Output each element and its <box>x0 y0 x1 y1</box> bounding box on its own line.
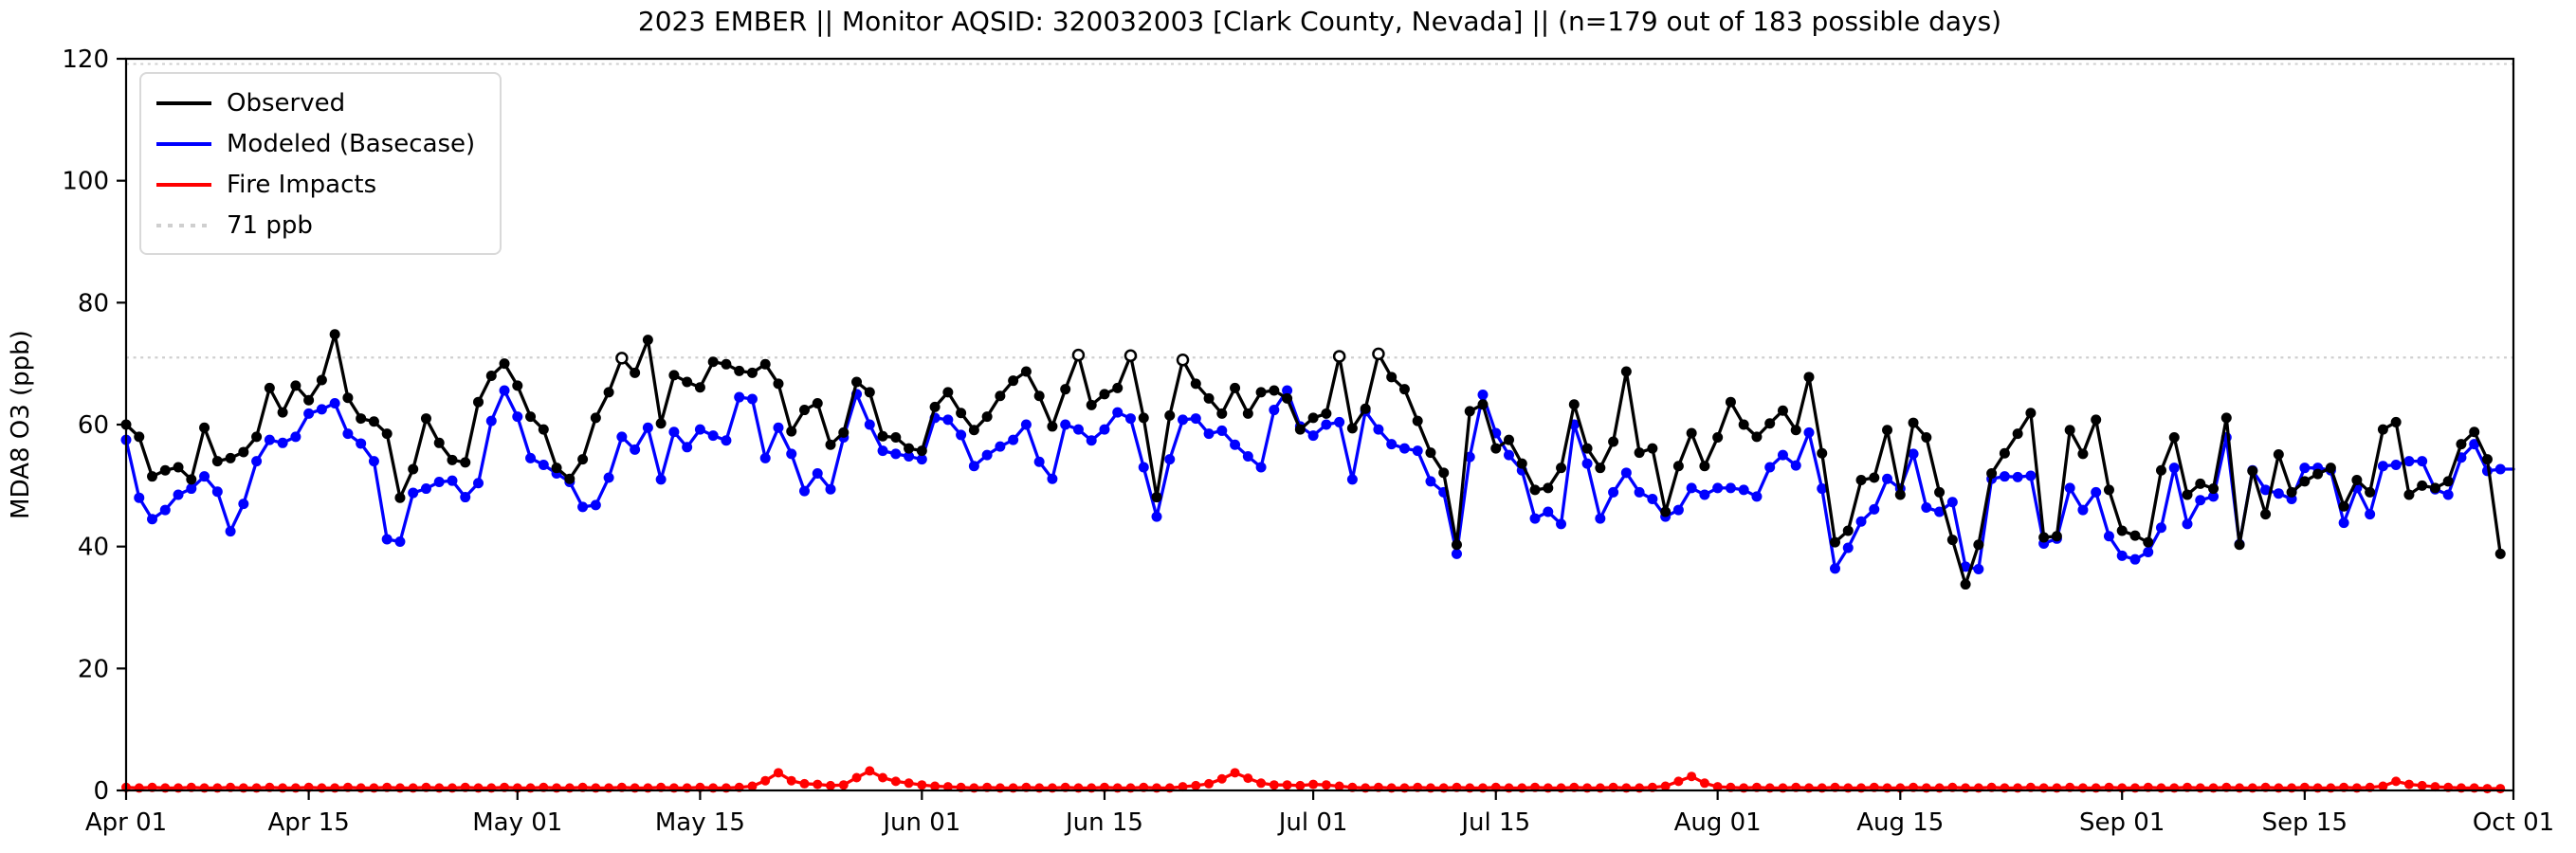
x-tick-label: May 15 <box>655 808 745 837</box>
legend-label-observed: Observed <box>227 89 346 118</box>
y-tick-label: 0 <box>93 777 109 806</box>
x-tick-label: Apr 01 <box>85 808 167 837</box>
x-tick-label: Aug 01 <box>1674 808 1762 837</box>
x-tick-label: Sep 01 <box>2079 808 2165 837</box>
y-tick-label: 40 <box>78 534 109 562</box>
observed-line-swatch <box>156 101 211 105</box>
series-modeled-basecase- <box>120 385 2515 574</box>
reference-line-swatch <box>156 224 211 227</box>
legend-item-observed: Observed <box>156 87 483 119</box>
legend-label-fire: Fire Impacts <box>227 171 377 199</box>
x-tick-label: Jul 15 <box>1459 808 1530 837</box>
y-tick-label: 20 <box>78 655 109 683</box>
x-tick-label: Jun 01 <box>881 808 960 837</box>
legend-item-fire: Fire Impacts <box>156 169 483 201</box>
y-axis: 0 20 40 60 80 100 120 <box>62 45 126 806</box>
x-tick-label: Oct 01 <box>2473 808 2554 837</box>
y-tick-label: 100 <box>62 168 109 196</box>
x-tick-label: Jun 15 <box>1064 808 1143 837</box>
legend-item-reference: 71 ppb <box>156 209 483 242</box>
x-tick-label: Aug 15 <box>1856 808 1944 837</box>
fire-line-swatch <box>156 183 211 187</box>
legend: Observed Modeled (Basecase) Fire Impacts… <box>139 72 502 255</box>
legend-item-modeled: Modeled (Basecase) <box>156 128 483 160</box>
modeled-line-swatch <box>156 142 211 146</box>
y-tick-label: 60 <box>78 411 109 440</box>
series-observed <box>120 329 2506 590</box>
legend-label-modeled: Modeled (Basecase) <box>227 130 476 158</box>
x-axis: Apr 01 Apr 15 May 01 May 15 Jun 01 Jun 15 Jul … <box>85 790 2554 837</box>
y-tick-label: 80 <box>78 289 109 318</box>
chart-title: 2023 EMBER || Monitor AQSID: 320032003 [… <box>637 6 2002 37</box>
x-tick-label: Jul 01 <box>1277 808 1348 837</box>
x-tick-label: May 01 <box>472 808 562 837</box>
y-axis-label: MDA8 O3 (ppb) <box>7 330 35 519</box>
legend-label-reference: 71 ppb <box>227 211 313 240</box>
x-tick-label: Apr 15 <box>267 808 349 837</box>
y-tick-label: 120 <box>62 45 109 74</box>
x-tick-label: Sep 15 <box>2262 808 2348 837</box>
series-fire-impacts <box>121 766 2506 794</box>
